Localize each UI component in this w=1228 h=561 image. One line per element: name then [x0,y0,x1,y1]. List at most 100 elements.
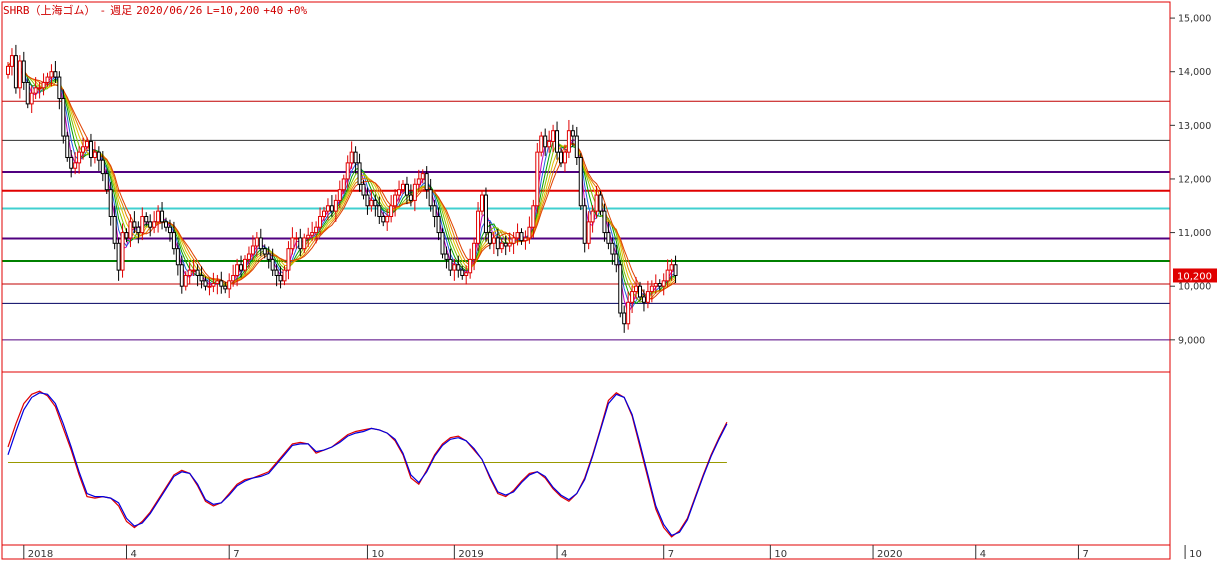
candle [124,228,129,243]
candle [424,166,429,199]
candle-body [432,205,437,217]
candle-body [286,248,291,271]
time-tick-label: 10 [774,549,787,560]
candle-body [345,162,350,180]
candle [140,207,145,241]
candle [318,207,323,235]
candle [444,246,449,269]
candle-body [81,146,86,153]
candle-body [361,183,366,196]
time-tick-label: 7 [668,549,674,560]
candle [96,146,101,171]
candle-body [6,65,10,75]
change-value: +40 [263,4,284,17]
candle [37,81,42,99]
candle [630,285,635,314]
candle-body [325,205,330,212]
candle [21,51,26,90]
candle [574,126,579,166]
oscillator-line [7,390,728,538]
candle [503,235,508,256]
candle-body [341,178,346,191]
candle [468,248,473,279]
candle-body [33,87,38,94]
candle-body [187,269,192,276]
candle-body [586,221,591,244]
candle [88,133,93,167]
candle [203,276,208,291]
candle-body [85,140,89,148]
candle [586,211,591,250]
candle [144,212,149,227]
candle [673,255,678,283]
candle-body [203,280,208,287]
candle [357,153,362,192]
candle-body [645,291,650,303]
candle [539,131,544,157]
price-tick-label: 13,000 [1178,121,1211,132]
candle-body [649,285,654,293]
price-tick-label: 12,000 [1178,174,1211,185]
candle-body [673,264,678,276]
candle-body [468,258,473,274]
candle-body [191,269,196,272]
candle [491,232,496,255]
candle-body [657,283,662,287]
candle-body [440,232,445,255]
candle [412,178,417,212]
candle-body [246,253,251,260]
candle-body [574,135,579,159]
candle-body [120,232,125,271]
candle-body [290,237,295,250]
candle [160,202,165,230]
candle-body [515,232,520,239]
candle [610,237,615,265]
candle-body [487,232,492,244]
candle [13,44,18,94]
candle-body [298,237,303,250]
candle [543,128,548,156]
candle-body [49,71,54,78]
candle-body [258,237,263,250]
candle [77,146,82,174]
candle-body [582,205,587,244]
candle-body [61,98,66,137]
time-tick-label: 2019 [458,549,483,560]
candle [314,221,319,244]
candle [17,55,22,99]
candle [262,244,267,259]
candle [69,150,74,178]
candle-body [92,151,97,159]
time-tick-label: 2018 [28,549,53,560]
candle-body [452,264,457,271]
candle [626,291,631,330]
candle [555,121,560,160]
candle-body [195,269,200,276]
candle-body [171,232,176,250]
candle-body [393,194,398,207]
candle [258,228,263,257]
candle [274,264,279,287]
candle-body [385,215,390,223]
candle-body [491,237,496,244]
candle-body [164,221,168,228]
candle [187,262,192,285]
candle-body [65,135,70,159]
time-tick-label: 10 [1189,549,1202,560]
time-tick-label: 4 [131,549,137,560]
candle [590,205,595,233]
candle-body [503,242,508,247]
candle-body [152,221,157,228]
candle-body [132,221,137,228]
price-axis: 15,000 14,000 13,000 12,000 11,000 10,000 9,00… [1170,14,1211,346]
candle [112,205,117,250]
candle-body [634,285,639,293]
candle [594,185,599,219]
candle [25,78,30,109]
candle-body [562,151,567,164]
candle [219,271,224,294]
candle [641,289,646,312]
candle [61,89,66,144]
chart-header: SHRB（上海ゴム） - 週足 2020/06/26 L=10,200 +40 +0% [3,2,311,18]
candle [349,141,354,169]
